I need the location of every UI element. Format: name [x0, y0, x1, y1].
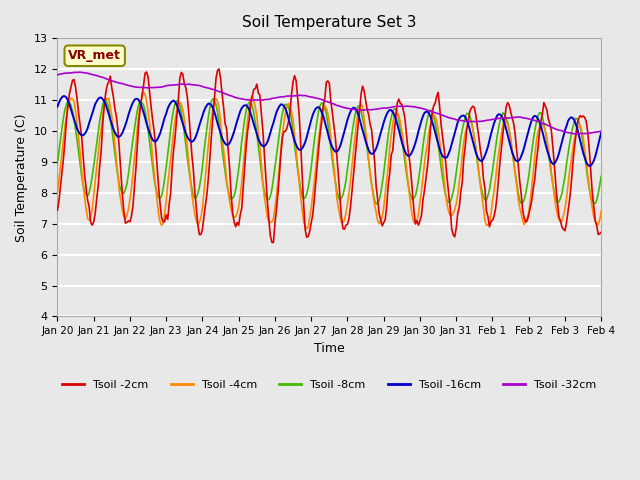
- Title: Soil Temperature Set 3: Soil Temperature Set 3: [242, 15, 417, 30]
- Legend: Tsoil -2cm, Tsoil -4cm, Tsoil -8cm, Tsoil -16cm, Tsoil -32cm: Tsoil -2cm, Tsoil -4cm, Tsoil -8cm, Tsoi…: [58, 375, 601, 395]
- Text: VR_met: VR_met: [68, 49, 121, 62]
- Y-axis label: Soil Temperature (C): Soil Temperature (C): [15, 113, 28, 241]
- X-axis label: Time: Time: [314, 342, 345, 355]
